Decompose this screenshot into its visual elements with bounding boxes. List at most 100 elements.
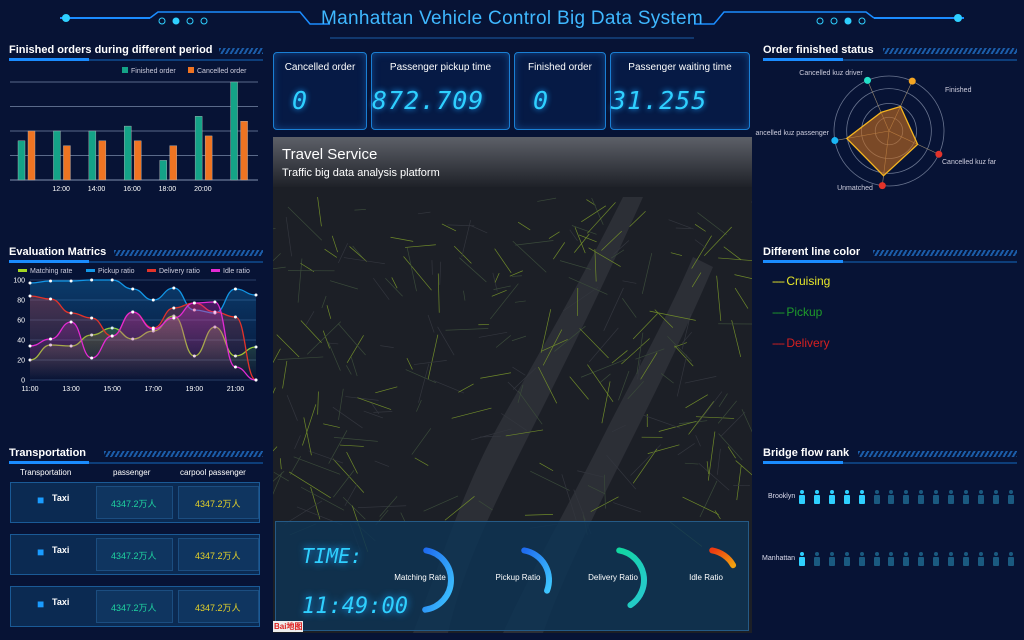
panel-title-text: Bridge flow rank — [763, 447, 850, 459]
road — [723, 246, 742, 261]
road — [447, 224, 475, 227]
road — [417, 211, 431, 215]
road — [569, 376, 589, 400]
bar-1 — [240, 121, 248, 181]
road — [647, 444, 680, 454]
road — [303, 417, 312, 456]
road — [305, 311, 315, 326]
person-icon — [977, 490, 984, 504]
map-view[interactable]: Travel Service Traffic big data analysis… — [273, 137, 752, 633]
person-icon — [992, 552, 999, 566]
y-tick-label: 100 — [13, 278, 25, 285]
road — [676, 354, 688, 397]
transport-type: Taxi — [52, 597, 70, 607]
road — [324, 248, 337, 258]
bar-1 — [204, 135, 213, 181]
road — [439, 261, 442, 285]
road — [668, 219, 694, 230]
road — [640, 352, 658, 380]
data-point — [49, 337, 53, 341]
bar-1 — [27, 130, 36, 181]
road — [554, 325, 586, 352]
person-icon — [977, 552, 984, 566]
road — [524, 513, 553, 516]
road — [501, 413, 528, 431]
kpi-waiting-time: Passenger waiting time 31.255 — [610, 52, 750, 130]
person-icon — [1007, 552, 1014, 566]
person-icon — [873, 490, 880, 504]
road — [661, 373, 674, 384]
person-icon — [828, 552, 835, 566]
road — [317, 391, 319, 415]
radar-ring — [833, 75, 945, 187]
passenger-cell: 4347.2万人 — [96, 486, 173, 519]
person-icon — [843, 552, 850, 566]
road — [538, 366, 558, 404]
road — [541, 339, 568, 352]
indicator-label: Finished — [945, 87, 972, 94]
road — [727, 446, 736, 459]
table-row[interactable]: ■ Taxi 4347.2万人 4347.2万人 — [10, 534, 260, 575]
x-tick-label: 19:00 — [186, 386, 204, 393]
road — [357, 397, 392, 410]
data-point — [110, 334, 114, 338]
carpool-cell: 4347.2万人 — [178, 590, 259, 623]
road — [751, 201, 752, 203]
truck-icon: ■ — [37, 597, 45, 611]
road — [302, 404, 317, 446]
road — [540, 309, 552, 353]
road — [337, 243, 349, 264]
road — [286, 394, 298, 421]
road — [587, 202, 616, 234]
road — [691, 235, 712, 269]
road — [329, 280, 358, 290]
road — [632, 448, 658, 484]
road — [494, 248, 512, 274]
carpool-value: 4347.2万人 — [195, 499, 241, 509]
person-icon — [992, 490, 999, 504]
line-color-item: ---- Delivery — [772, 336, 830, 350]
road — [688, 401, 715, 435]
data-point — [172, 286, 176, 290]
data-point — [110, 278, 114, 282]
line-color-label: Cruising — [786, 274, 831, 288]
road — [674, 345, 694, 367]
carpool-value: 4347.2万人 — [195, 551, 241, 561]
road — [277, 356, 324, 360]
person-icon — [873, 552, 880, 566]
person-icon — [933, 552, 940, 566]
road — [511, 335, 527, 342]
road — [444, 496, 475, 521]
indicator-dot — [864, 76, 872, 84]
road — [569, 229, 578, 242]
road — [561, 474, 577, 521]
road — [704, 226, 732, 256]
data-point — [69, 311, 73, 315]
road — [568, 277, 608, 295]
time-value: 11:49:00 — [302, 594, 408, 619]
table-row[interactable]: ■ Taxi 4347.2万人 4347.2万人 — [10, 482, 260, 523]
y-tick-label: 60 — [17, 318, 25, 325]
gauge-label: Matching Rate — [394, 573, 446, 582]
road — [682, 496, 719, 515]
road — [414, 457, 429, 466]
road — [542, 329, 563, 366]
road — [288, 471, 331, 499]
person-icon — [799, 490, 805, 504]
road — [339, 444, 364, 447]
x-tick-label: 20:00 — [194, 186, 212, 193]
table-row[interactable]: ■ Taxi 4347.2万人 4347.2万人 — [10, 586, 260, 627]
indicator-dot — [878, 182, 886, 190]
y-tick-label: 20 — [17, 358, 25, 365]
data-point — [90, 278, 94, 282]
data-point — [254, 293, 258, 297]
road — [416, 399, 422, 412]
road — [637, 359, 641, 380]
road — [613, 240, 630, 255]
person-icon — [843, 490, 850, 504]
road — [636, 332, 644, 375]
road — [411, 428, 432, 455]
line-color-item: ---- Pickup — [772, 305, 822, 319]
col-header: carpool passenger — [180, 468, 246, 477]
data-point — [192, 301, 196, 305]
